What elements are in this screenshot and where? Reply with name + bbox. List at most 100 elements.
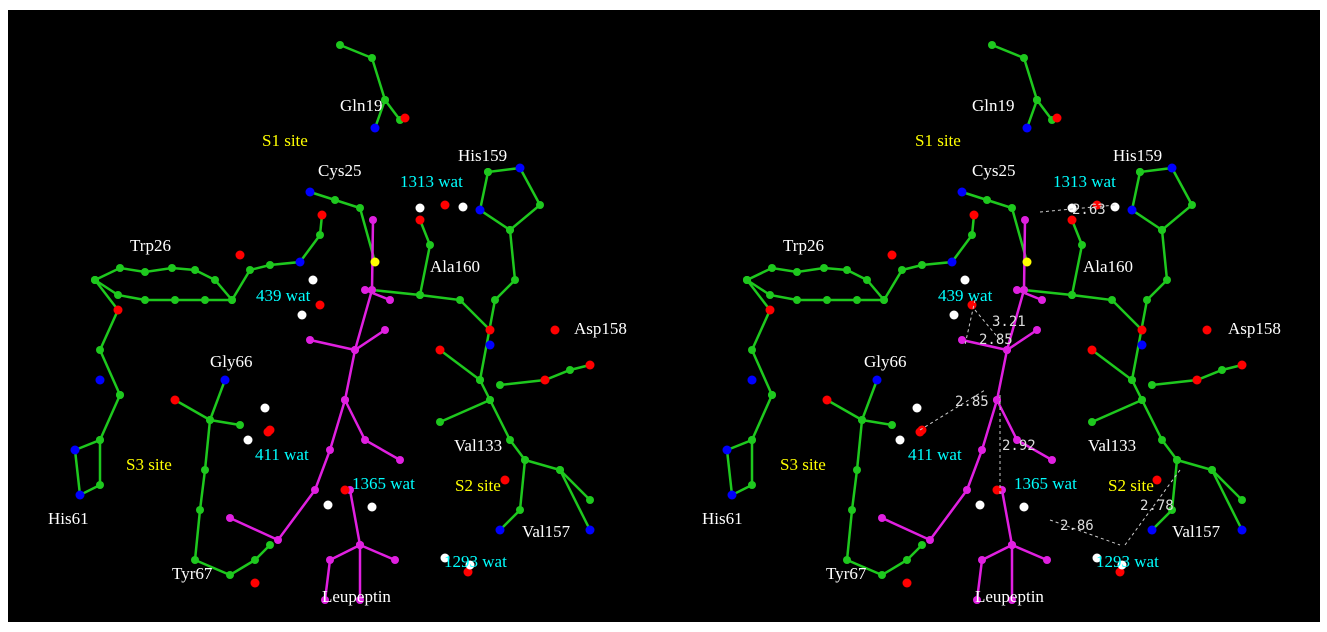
residue-label: Cys25 [318, 161, 361, 180]
atom [766, 291, 774, 299]
residue-label: 411 wat [255, 445, 309, 464]
bond [1025, 99, 1039, 129]
atom [435, 345, 445, 355]
atom [968, 231, 976, 239]
residue-label: S3 site [126, 455, 172, 474]
atom [1163, 276, 1171, 284]
residue-label: Asp158 [1228, 319, 1281, 338]
atom [722, 445, 732, 455]
atom [843, 266, 851, 274]
atom [969, 210, 979, 220]
atom [370, 257, 380, 267]
atom [381, 326, 389, 334]
atom [853, 296, 861, 304]
atom [485, 340, 495, 350]
atom [171, 296, 179, 304]
atom [1237, 525, 1247, 535]
residue-label: 1293 wat [1096, 552, 1159, 571]
atom [585, 360, 595, 370]
atom [170, 395, 180, 405]
atom [1020, 286, 1028, 294]
bond [373, 99, 387, 129]
bond [1023, 288, 1073, 297]
atom [988, 41, 996, 49]
bond [478, 166, 542, 232]
residue-label: His159 [458, 146, 507, 165]
atom [336, 41, 344, 49]
atom [484, 168, 492, 176]
atom [853, 466, 861, 474]
atom [1088, 418, 1096, 426]
atom [912, 403, 922, 413]
residue-label: Gly66 [210, 352, 253, 371]
bond [94, 278, 232, 302]
atom [463, 567, 473, 577]
h-bond [919, 389, 986, 431]
atom [1008, 204, 1016, 212]
bond [94, 279, 122, 396]
atom [768, 264, 776, 272]
atom [351, 346, 359, 354]
atom [1192, 375, 1202, 385]
residue-label: S3 site [780, 455, 826, 474]
atom [400, 113, 410, 123]
bond [193, 379, 271, 577]
residue-label: Val133 [1088, 436, 1136, 455]
atom [993, 396, 1001, 404]
atom [1038, 296, 1046, 304]
atom [1218, 366, 1226, 374]
atom [848, 506, 856, 514]
residue-label: Trp26 [130, 236, 171, 255]
residue-label: S2 site [455, 476, 501, 495]
atom [201, 296, 209, 304]
atom [843, 556, 851, 564]
atom [168, 264, 176, 272]
atom [495, 525, 505, 535]
atom [361, 436, 369, 444]
atom [458, 202, 468, 212]
atom [878, 514, 886, 522]
atom [1067, 215, 1077, 225]
residue-label: His159 [1113, 146, 1162, 165]
atom [765, 305, 775, 315]
atom [1008, 596, 1016, 604]
atom [251, 556, 259, 564]
bond [845, 379, 923, 577]
atom [515, 163, 525, 173]
atom [391, 556, 399, 564]
atom [585, 525, 595, 535]
atom [295, 257, 305, 267]
atom [887, 250, 897, 260]
atom [1013, 436, 1021, 444]
atom [415, 203, 425, 213]
atom [211, 276, 219, 284]
atom [96, 481, 104, 489]
atom [266, 541, 274, 549]
atom [263, 427, 273, 437]
atom [201, 466, 209, 474]
atom [141, 296, 149, 304]
atom [1003, 346, 1011, 354]
atom [748, 346, 756, 354]
atom [236, 421, 244, 429]
atom [436, 418, 444, 426]
h-bond [1049, 519, 1121, 546]
atom [978, 446, 986, 454]
ligand-bond [881, 219, 1027, 542]
atom [331, 196, 339, 204]
atom [476, 376, 484, 384]
atom [902, 578, 912, 588]
bond [558, 469, 592, 531]
atom [341, 396, 349, 404]
atom [1022, 123, 1032, 133]
labels: Gln19 Gln19 S1 site S1 site Cys25 Cys25 His159… [48, 96, 1281, 606]
atom [95, 375, 105, 385]
molecules [70, 41, 1247, 604]
atom [1158, 436, 1166, 444]
atom [260, 403, 270, 413]
atom [440, 200, 450, 210]
residue-label: His61 [702, 509, 743, 528]
atom [369, 216, 377, 224]
atom [1078, 241, 1086, 249]
atom [888, 421, 896, 429]
